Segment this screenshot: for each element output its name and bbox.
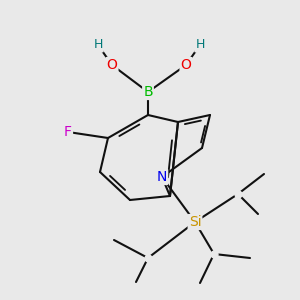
- Text: H: H: [93, 38, 103, 52]
- Text: O: O: [181, 58, 191, 72]
- Text: N: N: [157, 170, 167, 184]
- Text: B: B: [143, 85, 153, 99]
- Text: O: O: [106, 58, 117, 72]
- Text: F: F: [64, 125, 72, 139]
- Text: H: H: [195, 38, 205, 52]
- Text: Si: Si: [189, 215, 201, 229]
